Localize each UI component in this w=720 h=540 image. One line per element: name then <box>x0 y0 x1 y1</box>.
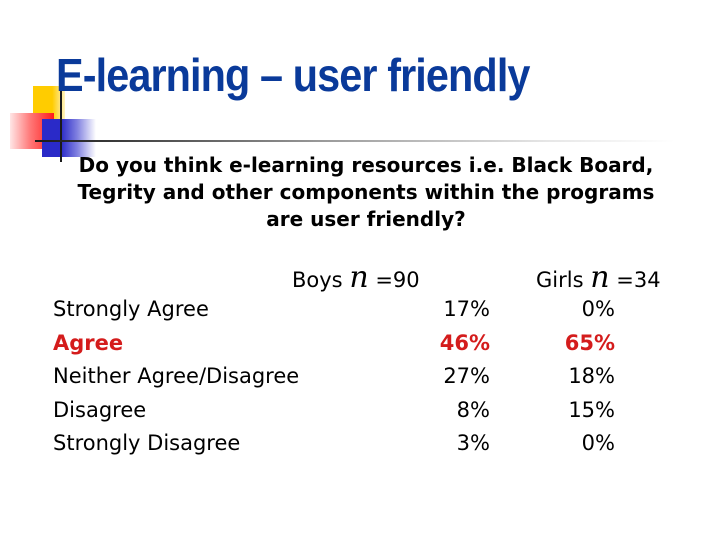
boys-value: 3% <box>456 431 490 455</box>
boys-value: 27% <box>443 364 490 388</box>
question-line: Do you think e-learning resources i.e. B… <box>78 153 654 177</box>
question-line: Tegrity and other components within the … <box>77 180 655 204</box>
column-label: Boys <box>292 268 343 292</box>
decorative-vertical-line <box>60 82 62 162</box>
boys-value: 17% <box>443 297 490 321</box>
girls-value: 65% <box>564 330 615 355</box>
column-header-boys: Boys n =90 <box>292 260 420 295</box>
row-label: Disagree <box>53 397 147 422</box>
row-label: Strongly Agree <box>53 297 209 321</box>
column-label: Girls <box>536 268 584 292</box>
boys-value: 8% <box>456 397 490 422</box>
decorative-blue-square <box>42 119 96 157</box>
girls-value: 0% <box>581 431 615 455</box>
row-label: Neither Agree/Disagree <box>53 364 300 388</box>
girls-value: 15% <box>568 397 615 422</box>
column-header-girls: Girls n =34 <box>536 260 661 295</box>
sample-size-symbol: n <box>349 260 369 295</box>
girls-value: 18% <box>568 364 615 388</box>
sample-size-symbol: n <box>590 260 610 295</box>
sample-size-value: =90 <box>375 268 420 292</box>
title-underline <box>35 140 675 142</box>
boys-value: 46% <box>439 330 490 355</box>
girls-value: 0% <box>581 297 615 321</box>
sample-size-value: =34 <box>616 268 661 292</box>
slide-title: E-learning – user friendly <box>56 49 530 101</box>
row-label: Strongly Disagree <box>53 431 241 455</box>
question-line: are user friendly? <box>266 207 466 231</box>
row-label: Agree <box>53 330 124 355</box>
survey-question: Do you think e-learning resources i.e. B… <box>40 152 692 233</box>
